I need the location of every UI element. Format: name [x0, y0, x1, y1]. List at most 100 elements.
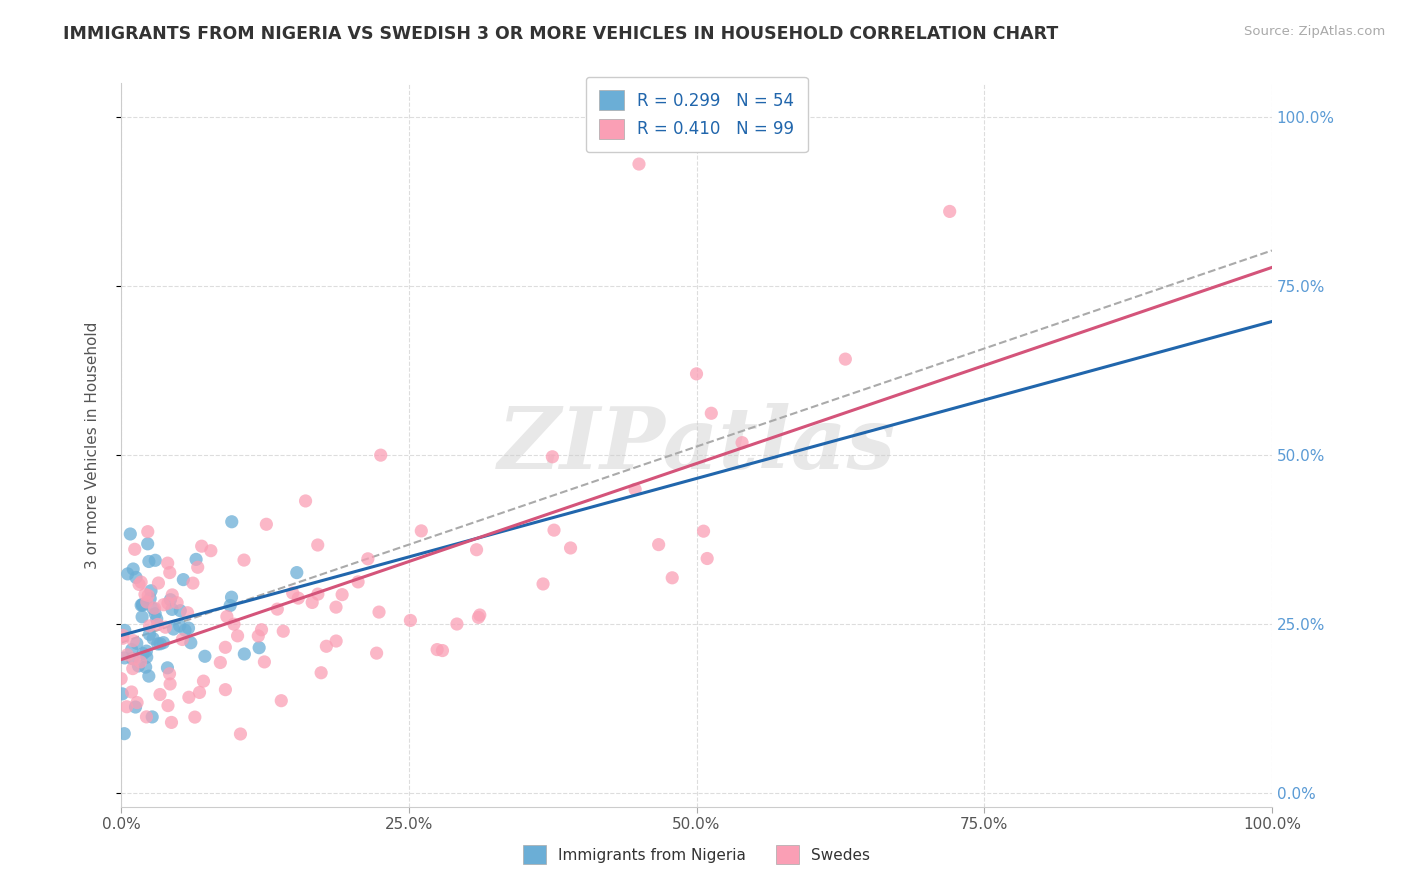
Point: [146, 637, 169, 651]
Point: [368, 605, 391, 619]
Point: [467, 610, 489, 624]
Point: [138, 669, 160, 683]
Point: [187, 560, 209, 574]
Point: [184, 710, 207, 724]
Point: [143, 601, 166, 615]
Point: [156, 698, 179, 713]
Point: [347, 574, 370, 589]
Point: [731, 435, 754, 450]
Point: [129, 598, 152, 612]
Point: [121, 685, 143, 699]
Point: [190, 539, 212, 553]
Point: [938, 204, 960, 219]
Point: [135, 650, 157, 665]
Point: [180, 636, 202, 650]
Point: [138, 627, 160, 641]
Point: [111, 687, 134, 701]
Point: [160, 715, 183, 730]
Point: [181, 576, 204, 591]
Point: [156, 661, 179, 675]
Point: [366, 646, 388, 660]
Point: [162, 588, 184, 602]
Point: [307, 587, 329, 601]
Point: [148, 576, 170, 591]
Point: [129, 575, 152, 590]
Point: [156, 556, 179, 570]
Point: [131, 598, 153, 612]
Point: [184, 552, 207, 566]
Point: [543, 523, 565, 537]
Point: [219, 599, 242, 613]
Point: [325, 634, 347, 648]
Point: [122, 633, 145, 648]
Point: [325, 600, 347, 615]
Point: [155, 620, 177, 634]
Point: [560, 541, 582, 555]
Point: [159, 677, 181, 691]
Point: [117, 566, 139, 581]
Point: [226, 629, 249, 643]
Point: [188, 685, 211, 699]
Point: [254, 517, 277, 532]
Point: [152, 598, 174, 612]
Point: [271, 624, 294, 639]
Point: [117, 648, 139, 662]
Point: [159, 566, 181, 580]
Point: [172, 573, 194, 587]
Point: [129, 655, 152, 669]
Point: [214, 682, 236, 697]
Point: [446, 617, 468, 632]
Point: [174, 624, 197, 638]
Point: [132, 647, 155, 661]
Point: [253, 655, 276, 669]
Point: [696, 551, 718, 566]
Point: [700, 406, 723, 420]
Point: [143, 607, 166, 621]
Point: [315, 640, 337, 654]
Point: [287, 591, 309, 606]
Point: [169, 604, 191, 618]
Point: [247, 629, 270, 643]
Text: Source: ZipAtlas.com: Source: ZipAtlas.com: [1244, 25, 1385, 38]
Point: [309, 665, 332, 680]
Point: [138, 554, 160, 568]
Point: [111, 628, 134, 642]
Text: IMMIGRANTS FROM NIGERIA VS SWEDISH 3 OR MORE VEHICLES IN HOUSEHOLD CORRELATION C: IMMIGRANTS FROM NIGERIA VS SWEDISH 3 OR …: [63, 25, 1059, 43]
Point: [125, 570, 148, 584]
Point: [692, 524, 714, 538]
Point: [122, 562, 145, 576]
Point: [647, 538, 669, 552]
Point: [221, 515, 243, 529]
Point: [136, 537, 159, 551]
Point: [468, 607, 491, 622]
Point: [146, 617, 169, 632]
Point: [294, 494, 316, 508]
Point: [139, 583, 162, 598]
Point: [247, 640, 270, 655]
Point: [131, 599, 153, 613]
Point: [143, 553, 166, 567]
Point: [125, 696, 148, 710]
Point: [141, 710, 163, 724]
Point: [399, 614, 422, 628]
Point: [121, 651, 143, 665]
Point: [624, 483, 647, 497]
Point: [156, 596, 179, 610]
Point: [142, 601, 165, 615]
Point: [114, 624, 136, 638]
Point: [177, 621, 200, 635]
Point: [124, 542, 146, 557]
Point: [111, 632, 134, 646]
Point: [214, 640, 236, 655]
Point: [281, 586, 304, 600]
Point: [159, 592, 181, 607]
Point: [270, 694, 292, 708]
Point: [159, 666, 181, 681]
Point: [307, 538, 329, 552]
Point: [127, 659, 149, 673]
Point: [176, 606, 198, 620]
Point: [138, 619, 160, 633]
Point: [166, 596, 188, 610]
Legend: R = 0.299   N = 54, R = 0.410   N = 99: R = 0.299 N = 54, R = 0.410 N = 99: [585, 77, 807, 153]
Point: [411, 524, 433, 538]
